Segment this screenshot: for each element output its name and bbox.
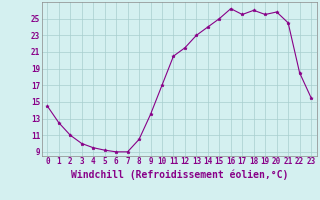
X-axis label: Windchill (Refroidissement éolien,°C): Windchill (Refroidissement éolien,°C) bbox=[70, 169, 288, 180]
